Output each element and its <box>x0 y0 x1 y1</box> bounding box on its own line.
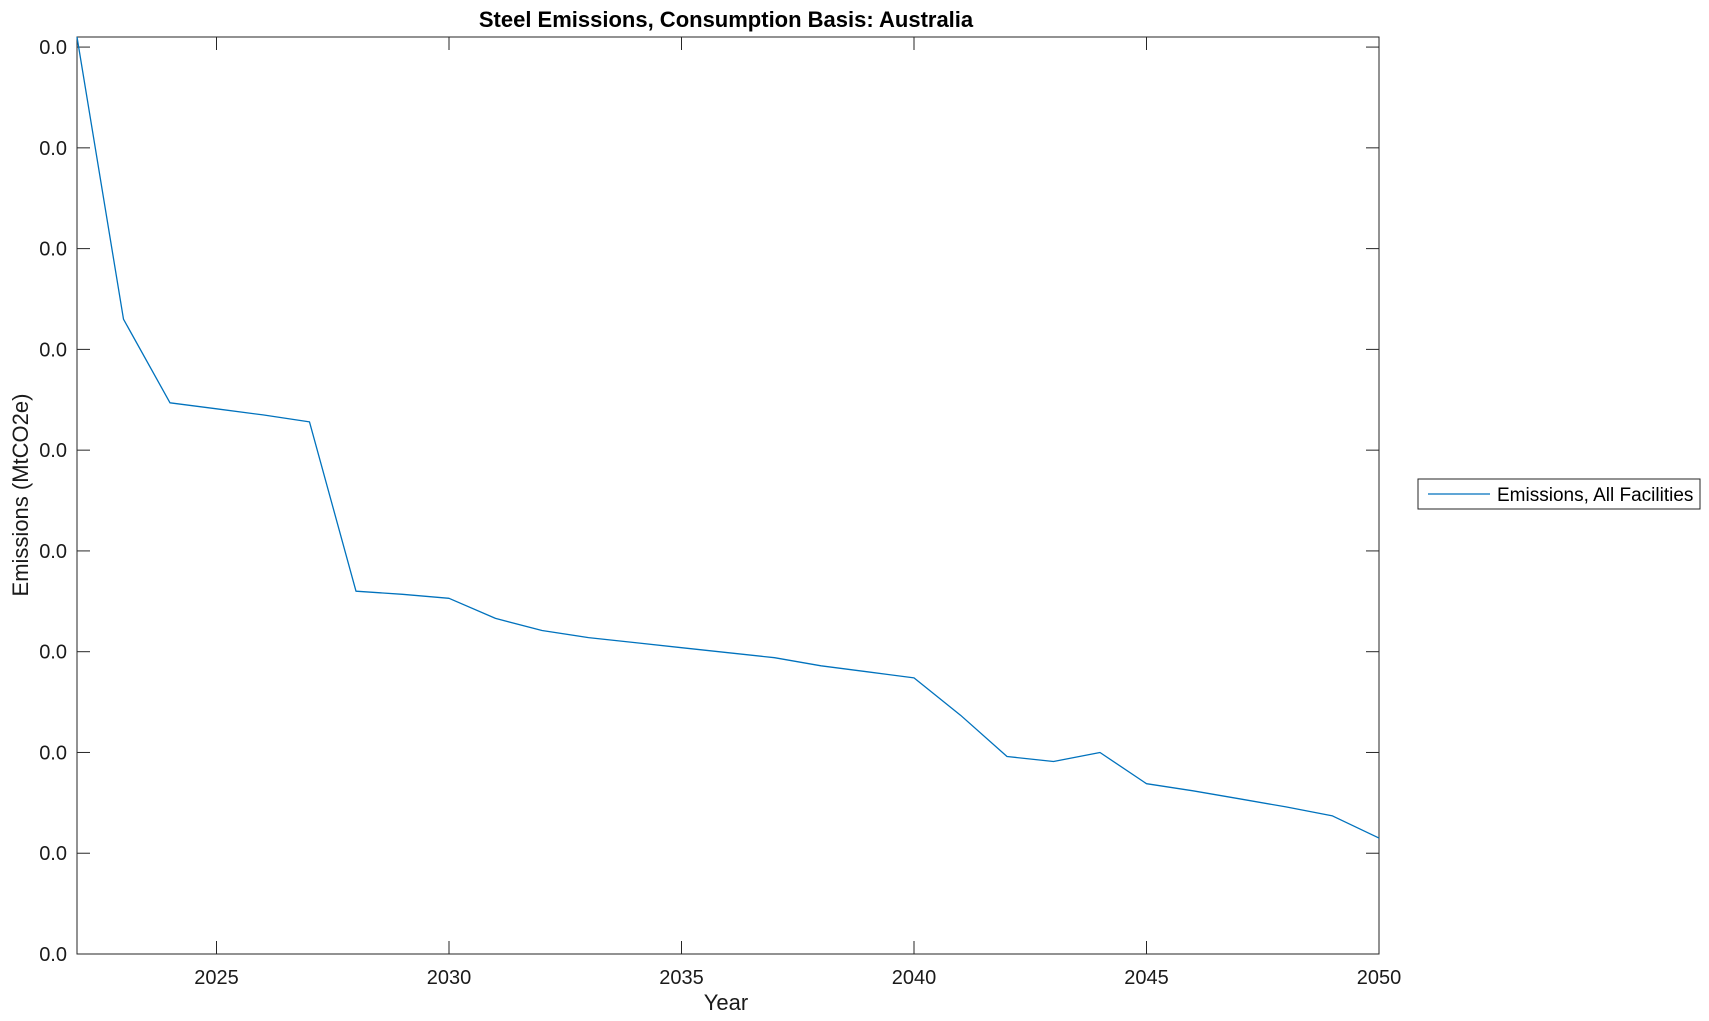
x-tick-label: 2045 <box>1124 967 1169 989</box>
y-tick-label: 0.0 <box>39 742 67 764</box>
legend-label: Emissions, All Facilities <box>1497 485 1693 506</box>
x-axis-label: Year <box>704 990 748 1015</box>
legend: Emissions, All Facilities <box>1417 478 1701 510</box>
series-layer <box>76 36 1380 839</box>
y-tick-labels: 0.0 0.0 0.0 0.0 0.0 0.0 0.0 0.0 0.0 0.0 <box>39 37 67 966</box>
axis-ticks <box>77 37 1380 955</box>
y-tick-label: 0.0 <box>39 642 67 664</box>
series-line <box>76 36 1380 839</box>
y-tick-label: 0.0 <box>39 843 67 865</box>
x-tick-label: 2040 <box>892 967 937 989</box>
x-tick-label: 2035 <box>659 967 704 989</box>
y-axis-label: Emissions (MtCO2e) <box>8 394 33 597</box>
y-tick-label: 0.0 <box>39 440 67 462</box>
y-tick-label: 0.0 <box>39 138 67 160</box>
y-tick-label: 0.0 <box>39 37 67 59</box>
x-tick-label: 2030 <box>427 967 472 989</box>
x-tick-label: 2025 <box>194 967 239 989</box>
y-tick-label: 0.0 <box>39 339 67 361</box>
plot-area <box>76 36 1380 955</box>
chart-title: Steel Emissions, Consumption Basis: Aust… <box>479 7 974 32</box>
y-tick-label: 0.0 <box>39 239 67 261</box>
y-tick-label: 0.0 <box>39 944 67 966</box>
y-tick-label: 0.0 <box>39 541 67 563</box>
x-tick-labels: 2025 2030 2035 2040 2045 2050 <box>194 967 1401 989</box>
x-tick-label: 2050 <box>1357 967 1402 989</box>
